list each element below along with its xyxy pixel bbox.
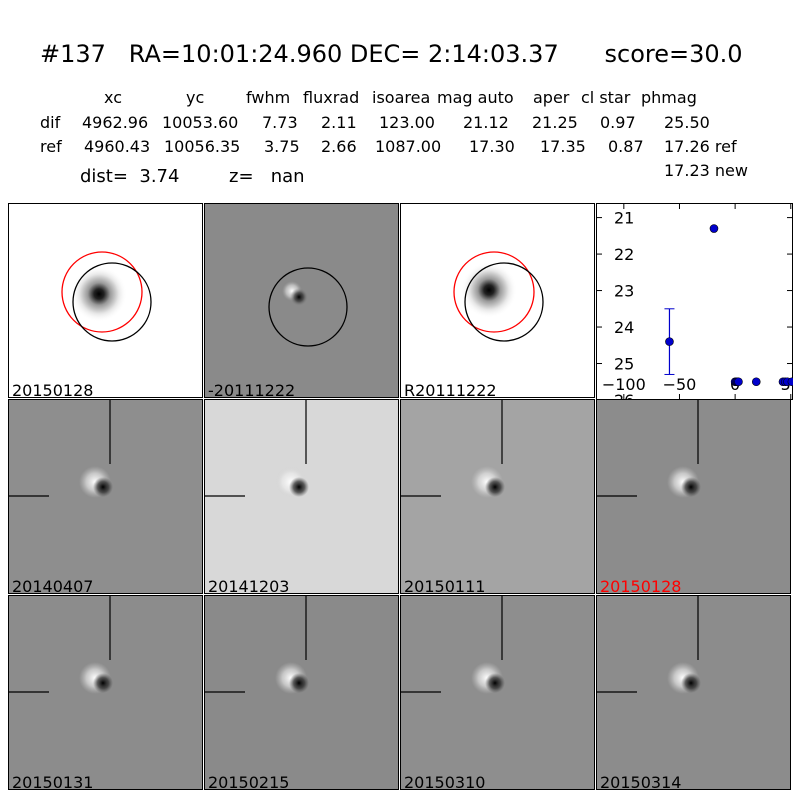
dif-fwhm: 7.73 bbox=[262, 113, 298, 132]
stamp-label: 20141203 bbox=[208, 577, 290, 594]
stamp-label: 20140407 bbox=[12, 577, 94, 594]
dif-phmag: 25.50 bbox=[664, 113, 710, 132]
stamp-label: 20150128 bbox=[600, 577, 682, 594]
epoch-stamp: 20150131 bbox=[8, 595, 203, 790]
ref-aper: 17.35 bbox=[540, 137, 586, 156]
negative-residual bbox=[681, 477, 701, 497]
data-point bbox=[665, 337, 674, 346]
x-tick-label: −50 bbox=[663, 375, 697, 394]
epoch-stamp: 20150310 bbox=[400, 595, 595, 790]
stamp-label: -20111222 bbox=[208, 381, 296, 398]
star-source bbox=[71, 266, 127, 322]
col-xc: xc bbox=[104, 88, 122, 107]
col-yc: yc bbox=[186, 88, 205, 107]
data-point bbox=[787, 377, 797, 387]
dif-mag-auto: 21.12 bbox=[463, 113, 509, 132]
candidate-title: #137 RA=10:01:24.960 DEC= 2:14:03.37 sco… bbox=[40, 40, 743, 68]
data-point bbox=[751, 377, 761, 387]
y-tick-label: 22 bbox=[614, 245, 634, 264]
y-tick-label: 24 bbox=[614, 318, 634, 337]
new-aperture-circle bbox=[453, 251, 535, 333]
ref-aperture-circle bbox=[464, 262, 544, 342]
light-curve-svg: 212223242526−100−50050 bbox=[596, 203, 800, 410]
negative-residual bbox=[93, 673, 113, 693]
negative-residual bbox=[289, 477, 309, 497]
row-ref-name: ref bbox=[40, 137, 62, 156]
star-source bbox=[461, 262, 517, 318]
ref-isoarea: 1087.00 bbox=[375, 137, 442, 156]
row-dif-name: dif bbox=[40, 113, 61, 132]
epoch-stamp-image bbox=[9, 596, 113, 694]
negative-residual bbox=[289, 673, 309, 693]
dif-cl-star: 0.97 bbox=[600, 113, 636, 132]
ref-phmag: 17.26 ref bbox=[664, 137, 737, 156]
col-fluxrad: fluxrad bbox=[303, 88, 360, 107]
dif-fluxrad: 2.11 bbox=[321, 113, 357, 132]
negative-residual bbox=[681, 673, 701, 693]
ref-fluxrad: 2.66 bbox=[321, 137, 357, 156]
epoch-stamp-image bbox=[9, 400, 113, 498]
data-point bbox=[709, 224, 719, 233]
col-cl-star: cl star bbox=[581, 88, 631, 107]
dif-aper: 21.25 bbox=[532, 113, 578, 132]
col-fwhm: fwhm bbox=[246, 88, 291, 107]
light-curve-chart: 212223242526−100−50050 bbox=[596, 203, 800, 410]
y-tick-label: 25 bbox=[614, 355, 634, 374]
col-phmag: phmag bbox=[641, 88, 697, 107]
ref-cl-star: 0.87 bbox=[608, 137, 644, 156]
dist-value: dist= 3.74 bbox=[80, 166, 180, 187]
epoch-stamp-image bbox=[205, 596, 309, 694]
negative-residual bbox=[485, 477, 505, 497]
stamp-ref: R20111222 bbox=[400, 203, 595, 398]
ref-aperture-circle bbox=[268, 267, 348, 347]
stamp-label: 20150314 bbox=[600, 773, 682, 790]
stamp-label: 20150215 bbox=[208, 773, 290, 790]
stamp-diff-image bbox=[205, 204, 398, 397]
col-isoarea: isoarea bbox=[372, 88, 431, 107]
dif-xc: 4962.96 bbox=[82, 113, 149, 132]
epoch-stamp-image bbox=[401, 596, 505, 694]
epoch-stamp: 20141203 bbox=[204, 399, 399, 594]
epoch-stamp: 20150215 bbox=[204, 595, 399, 790]
new-aperture-circle bbox=[61, 251, 143, 333]
stamp-label: 20150111 bbox=[404, 577, 486, 594]
epoch-stamp: 20150128 bbox=[596, 399, 791, 594]
y-tick-label: 21 bbox=[614, 209, 634, 228]
negative-residual bbox=[485, 673, 505, 693]
epoch-stamp: 20150111 bbox=[400, 399, 595, 594]
data-point bbox=[734, 377, 743, 387]
ref-aperture-circle bbox=[72, 262, 152, 342]
stamp-label: 20150310 bbox=[404, 773, 486, 790]
stamp-diff: -20111222 bbox=[204, 203, 399, 398]
ref-xc: 4960.43 bbox=[84, 137, 151, 156]
redshift-value: z= nan bbox=[229, 166, 305, 187]
negative-residual bbox=[93, 477, 113, 497]
ref-yc: 10056.35 bbox=[164, 137, 241, 156]
negative-residual bbox=[290, 288, 308, 306]
plot-frame bbox=[596, 203, 793, 400]
stamp-new-image bbox=[9, 204, 202, 397]
epoch-stamp-image bbox=[205, 400, 309, 498]
stamp-ref-image bbox=[401, 204, 594, 397]
epoch-stamp-image bbox=[401, 400, 505, 498]
epoch-stamp-image bbox=[597, 596, 701, 694]
ref-mag-auto: 17.30 bbox=[469, 137, 515, 156]
dif-yc: 10053.60 bbox=[162, 113, 239, 132]
stamp-label: 20150131 bbox=[12, 773, 94, 790]
col-aper: aper bbox=[533, 88, 570, 107]
ref-fwhm: 3.75 bbox=[264, 137, 300, 156]
new-phmag: 17.23 new bbox=[664, 161, 748, 180]
stamp-label: R20111222 bbox=[404, 381, 497, 398]
stamp-label: 20150128 bbox=[12, 381, 94, 398]
epoch-stamp: 20140407 bbox=[8, 399, 203, 594]
col-mag-auto: mag auto bbox=[437, 88, 514, 107]
epoch-stamp: 20150314 bbox=[596, 595, 791, 790]
x-tick-label: −100 bbox=[602, 375, 646, 394]
epoch-stamp-image bbox=[597, 400, 701, 498]
dif-isoarea: 123.00 bbox=[379, 113, 435, 132]
stamp-new: 20150128 bbox=[8, 203, 203, 398]
y-tick-label: 23 bbox=[614, 282, 634, 301]
